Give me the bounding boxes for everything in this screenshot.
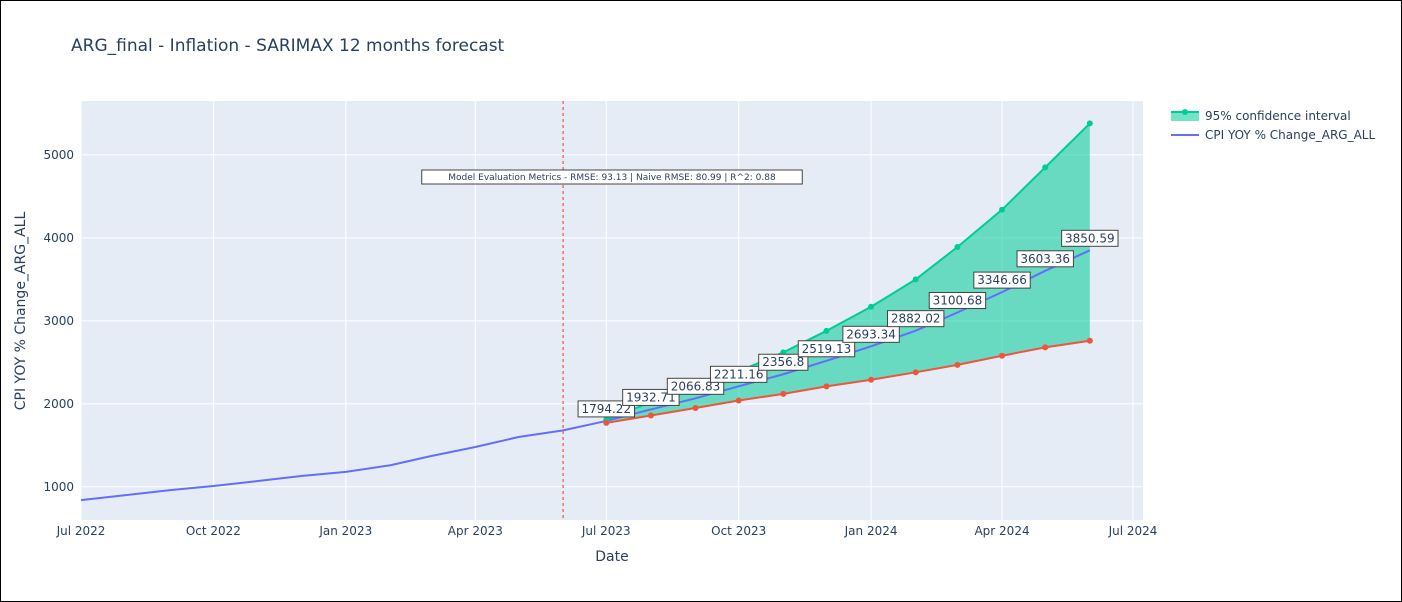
lower-bound-point: [1086, 337, 1093, 344]
y-tick-label: 2000: [43, 397, 74, 411]
data-label-box: [622, 388, 680, 406]
metrics-text: Model Evaluation Metrics - RMSE: 93.13 |…: [448, 173, 776, 183]
lower-bound-point: [954, 361, 961, 368]
x-tick-label: Jul 2022: [56, 524, 106, 538]
legend-swatch: [1171, 112, 1199, 121]
lower-bound-point: [1042, 344, 1049, 351]
y-tick-label: 3000: [43, 314, 74, 328]
data-label-box: [928, 292, 987, 310]
lower-bound-point: [912, 369, 919, 376]
x-tick-label: Jul 2023: [581, 524, 631, 538]
legend-marker: [1182, 109, 1188, 115]
legend-label: CPI YOY % Change_ARG_ALL: [1205, 128, 1375, 142]
confidence-band-area: [606, 123, 1090, 423]
lower-bound-point: [999, 352, 1006, 359]
upper-bound-point: [954, 244, 961, 251]
actual-line: [80, 249, 1091, 502]
upper-bound-point: [1042, 164, 1049, 171]
x-tick-label: Jan 2023: [318, 524, 372, 538]
legend[interactable]: 95% confidence interval CPI YOY % Change_…: [1171, 109, 1375, 142]
data-label: 3100.68: [933, 294, 983, 308]
upper-bound-point: [999, 206, 1006, 213]
data-label-box: [577, 400, 635, 418]
lower-bound-line: [606, 339, 1090, 424]
lower-bound-point: [823, 383, 830, 390]
upper-bound-point: [823, 327, 830, 334]
lower-bound-point: [692, 404, 699, 411]
x-axis-title: Date: [595, 549, 628, 565]
y-axis-title: CPI YOY % Change_ARG_ALL: [13, 212, 29, 411]
x-tick-label: Oct 2022: [186, 524, 241, 538]
upper-bound-point: [912, 276, 919, 283]
data-label-box: [1016, 250, 1074, 268]
data-label: 1932.71: [626, 390, 676, 404]
data-label-box: [886, 310, 945, 328]
metrics-box: [421, 169, 803, 185]
data-label-box: [1061, 229, 1119, 247]
x-tick-label: Apr 2023: [448, 524, 503, 538]
data-label: 2211.16: [714, 367, 764, 381]
upper-bound-point: [868, 303, 875, 310]
legend-item-confidence[interactable]: 95% confidence interval: [1171, 109, 1351, 123]
data-label-box: [973, 271, 1031, 289]
data-label-box: [758, 353, 809, 371]
data-label: 3346.66: [977, 273, 1027, 287]
y-tick-label: 5000: [43, 148, 74, 162]
data-label: 1794.22: [581, 402, 631, 416]
data-label: 2066.83: [671, 379, 721, 393]
x-tick-label: Oct 2023: [711, 524, 766, 538]
data-label: 3850.59: [1065, 231, 1115, 245]
data-label: 2519.13: [802, 342, 852, 356]
data-label: 2693.34: [846, 327, 896, 341]
metrics-annotation: Model Evaluation Metrics - RMSE: 93.13 |…: [421, 169, 803, 185]
upper-bound-point: [1086, 120, 1093, 127]
x-tick-label: Jul 2024: [1108, 524, 1158, 538]
lower-bound-point: [868, 376, 875, 383]
x-tick-label: Apr 2024: [974, 524, 1029, 538]
data-label-box: [797, 340, 856, 358]
data-label-box: [666, 377, 725, 395]
legend-item-cpi[interactable]: CPI YOY % Change_ARG_ALL: [1171, 128, 1375, 142]
y-tick-label: 4000: [43, 231, 74, 245]
data-labels: 1794.221932.712066.832211.162356.82519.1…: [577, 229, 1119, 418]
chart-title: ARG_final - Inflation - SARIMAX 12 month…: [71, 36, 505, 56]
axis-ticks: Jul 2022 Oct 2022 Jan 2023 Apr 2023 Jul 2023…: [43, 148, 1157, 538]
x-tick-label: Jan 2024: [844, 524, 898, 538]
y-tick-label: 1000: [43, 480, 74, 494]
confidence-band: [606, 123, 1090, 423]
lower-bound-point: [735, 397, 742, 404]
data-label: 2882.02: [891, 312, 941, 326]
data-label: 2356.8: [762, 355, 804, 369]
data-label: 3603.36: [1020, 252, 1070, 266]
lower-bound-point: [603, 419, 610, 426]
lower-bound-point: [780, 390, 787, 397]
data-label-box: [842, 325, 900, 343]
legend-label: 95% confidence interval: [1205, 109, 1351, 123]
lower-bound-point: [647, 412, 654, 419]
data-label-box: [709, 365, 768, 383]
